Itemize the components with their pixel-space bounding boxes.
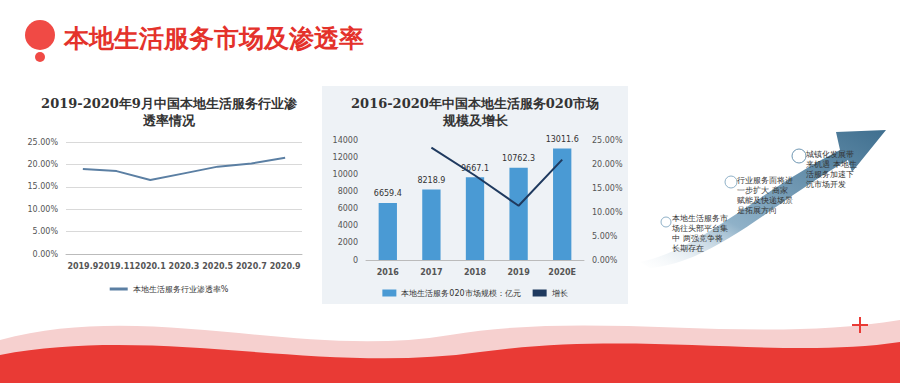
- svg-text:2016: 2016: [377, 268, 400, 277]
- svg-text:本地生活服务行业渗透率%: 本地生活服务行业渗透率%: [133, 285, 229, 294]
- svg-text:2018: 2018: [464, 268, 487, 277]
- svg-text:5.00%: 5.00%: [33, 227, 59, 236]
- svg-text:2020.1: 2020.1: [135, 262, 166, 271]
- svg-text:2019: 2019: [507, 268, 530, 277]
- svg-text:10762.3: 10762.3: [502, 154, 535, 163]
- svg-text:2020.3: 2020.3: [169, 262, 200, 271]
- svg-text:8218.9: 8218.9: [417, 176, 445, 185]
- svg-text:2020.5: 2020.5: [202, 262, 233, 271]
- svg-text:9667.1: 9667.1: [461, 163, 489, 173]
- svg-text:2016-2020年中国本地生活服务020市场: 2016-2020年中国本地生活服务020市场: [351, 96, 599, 111]
- svg-text:6659.4: 6659.4: [374, 189, 402, 198]
- svg-text:12000: 12000: [333, 153, 358, 162]
- svg-text:透率情况: 透率情况: [142, 113, 196, 128]
- svg-text:6000: 6000: [338, 204, 358, 213]
- svg-text:0.00%: 0.00%: [33, 250, 59, 259]
- svg-text:10.00%: 10.00%: [592, 208, 623, 217]
- html-text:行业服务面将进一步扩大 商家赋能及快递场景是拓展方向: 行业服务面将进一步扩大 商家赋能及快递场景是拓展方向: [737, 176, 793, 215]
- svg-text:13011.6: 13011.6: [546, 135, 579, 144]
- svg-text:2020E: 2020E: [548, 268, 576, 277]
- svg-text:15.00%: 15.00%: [27, 182, 58, 191]
- svg-text:增长: 增长: [551, 289, 568, 298]
- svg-text:0.00%: 0.00%: [592, 256, 618, 265]
- svg-text:8000: 8000: [338, 187, 358, 196]
- svg-text:20.00%: 20.00%: [27, 160, 58, 169]
- svg-text:2017: 2017: [420, 268, 442, 277]
- html-text:本地生活服务市场及渗透率: 本地生活服务市场及渗透率: [64, 24, 364, 53]
- svg-text:2019.11: 2019.11: [98, 262, 135, 271]
- svg-text:2020.9: 2020.9: [270, 262, 301, 271]
- svg-text:14000: 14000: [333, 136, 358, 145]
- svg-text:25.00%: 25.00%: [27, 138, 58, 147]
- svg-text:规模及增长: 规模及增长: [442, 113, 509, 128]
- svg-text:25.00%: 25.00%: [592, 136, 623, 145]
- svg-text:2019.9: 2019.9: [67, 262, 98, 271]
- svg-text:5.00%: 5.00%: [592, 232, 618, 241]
- html-text:本地生活服务市场往头部平台集中 两强竞争将长期存在: 本地生活服务市场往头部平台集中 两强竞争将长期存在: [672, 214, 728, 253]
- svg-text:0: 0: [353, 256, 358, 265]
- svg-text:2020.7: 2020.7: [236, 262, 267, 271]
- svg-text:本地生活服务020市场规模：亿元: 本地生活服务020市场规模：亿元: [401, 289, 520, 298]
- svg-text:2019-2020年9月中国本地生活服务行业渗: 2019-2020年9月中国本地生活服务行业渗: [41, 96, 298, 111]
- svg-text:10000: 10000: [333, 170, 358, 179]
- svg-text:10.00%: 10.00%: [27, 205, 58, 214]
- svg-text:2000: 2000: [338, 238, 358, 247]
- svg-text:15.00%: 15.00%: [592, 184, 623, 193]
- svg-text:20.00%: 20.00%: [592, 160, 623, 169]
- html-text:城镇化发展带来机遇 本地生活服务加速下沉市场开发: 城镇化发展带来机遇 本地生活服务加速下沉市场开发: [806, 150, 857, 189]
- svg-text:4000: 4000: [338, 221, 358, 230]
